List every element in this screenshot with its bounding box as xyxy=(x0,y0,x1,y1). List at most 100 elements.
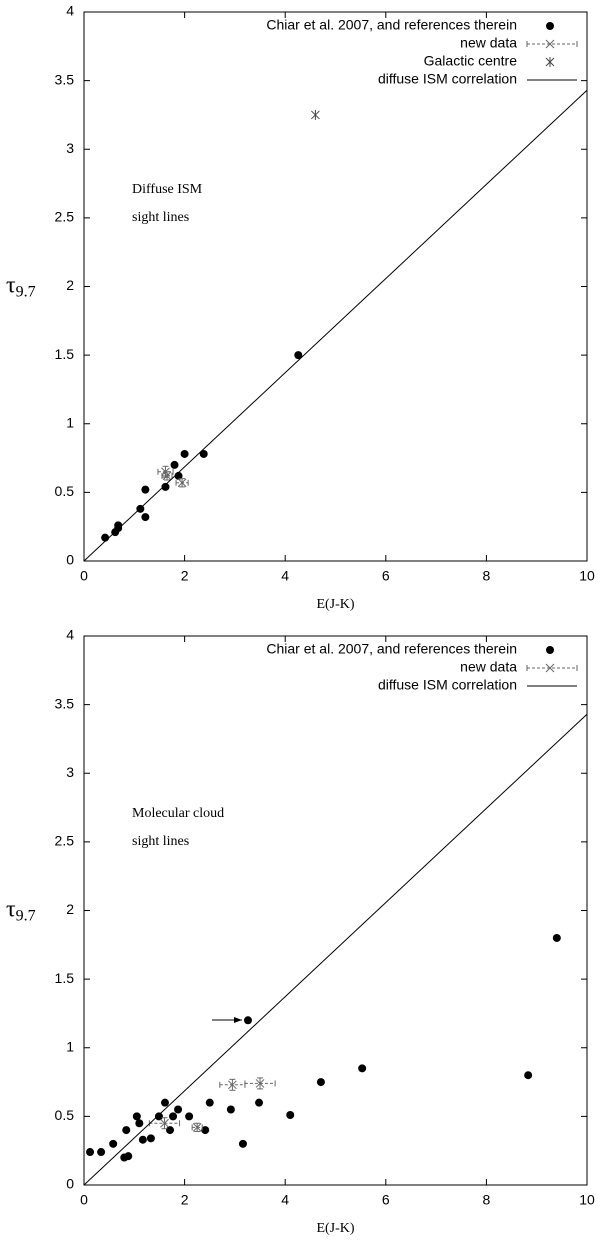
x-tick-label: 6 xyxy=(382,1192,390,1208)
annotation: sight lines xyxy=(132,834,189,849)
dot xyxy=(199,449,208,458)
point xyxy=(166,1126,175,1135)
point xyxy=(132,1112,141,1121)
dot xyxy=(255,1098,264,1107)
legend-label: diffuse ISM correlation xyxy=(378,677,517,693)
dot xyxy=(132,1112,141,1121)
y-tick-label: 1 xyxy=(66,414,74,430)
arrow-head xyxy=(234,1017,242,1023)
point xyxy=(154,1112,163,1121)
y-tick-label: 3 xyxy=(66,764,74,780)
y-tick-label: 2 xyxy=(66,901,74,917)
annotation: sight lines xyxy=(132,210,189,225)
dot xyxy=(166,1126,175,1135)
legend-symbol xyxy=(545,57,555,67)
legend-label: new data xyxy=(460,659,517,675)
stroke xyxy=(545,663,555,673)
dot xyxy=(146,1134,155,1143)
point xyxy=(316,1078,325,1087)
legend-label: Chiar et al. 2007, and references therei… xyxy=(266,17,517,33)
stroke xyxy=(192,1123,202,1132)
dot xyxy=(141,513,150,522)
dot xyxy=(294,351,303,360)
dot xyxy=(154,1112,163,1121)
point xyxy=(161,482,170,491)
y-axis-label: τ9.7 xyxy=(6,272,36,300)
dot xyxy=(97,1148,106,1157)
x-tick-label: 6 xyxy=(382,568,390,584)
point xyxy=(141,485,150,494)
x-tick-label: 2 xyxy=(181,568,189,584)
y-label-subscript: 9.7 xyxy=(16,907,36,924)
legend-label: diffuse ISM correlation xyxy=(378,71,517,87)
y-label-symbol: τ xyxy=(6,896,16,922)
point xyxy=(169,1112,178,1121)
point xyxy=(205,1098,214,1107)
legend-symbol xyxy=(526,663,578,673)
y-tick-label: 2.5 xyxy=(55,209,75,225)
x-axis-label: E(J-K) xyxy=(316,1221,354,1236)
y-tick-label: 0 xyxy=(66,552,74,568)
correlation-line xyxy=(83,713,588,1186)
y-tick-label: 2 xyxy=(66,277,74,293)
point xyxy=(199,449,208,458)
x-tick-label: 8 xyxy=(483,568,491,584)
dot xyxy=(243,1016,252,1025)
dot xyxy=(169,1112,178,1121)
y-tick-label: 3.5 xyxy=(55,71,75,87)
dot xyxy=(286,1111,295,1120)
dot xyxy=(122,1126,131,1135)
point xyxy=(226,1105,235,1114)
point xyxy=(114,521,123,530)
dot xyxy=(524,1071,533,1080)
dot xyxy=(185,1112,194,1121)
y-tick-label: 0.5 xyxy=(55,1107,75,1123)
stroke xyxy=(228,1080,237,1090)
dot xyxy=(552,933,561,942)
legend-label: new data xyxy=(460,35,517,51)
point xyxy=(122,1126,131,1135)
plot-frame xyxy=(83,11,588,562)
x-tick-label: 0 xyxy=(80,1192,88,1208)
point xyxy=(146,1134,155,1143)
point xyxy=(552,933,561,942)
plot-frame xyxy=(83,635,588,1186)
point xyxy=(160,1118,169,1128)
point xyxy=(170,460,179,469)
point xyxy=(162,471,172,481)
point xyxy=(86,1148,95,1157)
point xyxy=(174,1105,183,1114)
point xyxy=(255,1079,265,1088)
point xyxy=(180,449,189,458)
dot xyxy=(180,449,189,458)
y-axis-label: τ9.7 xyxy=(6,896,36,924)
x-axis-label: E(J-K) xyxy=(316,597,354,612)
point xyxy=(135,1119,144,1128)
annotation: Molecular cloud xyxy=(132,806,224,821)
point xyxy=(524,1071,533,1080)
stroke xyxy=(162,471,172,481)
x-tick-label: 2 xyxy=(181,1192,189,1208)
point xyxy=(138,1135,147,1144)
dot xyxy=(226,1105,235,1114)
dot xyxy=(174,1105,183,1114)
point xyxy=(141,513,150,522)
y-label-subscript: 9.7 xyxy=(16,283,36,300)
y-tick-label: 3.5 xyxy=(55,695,75,711)
dot xyxy=(238,1139,247,1148)
point xyxy=(201,1126,210,1135)
stroke xyxy=(255,1079,265,1088)
point xyxy=(238,1139,247,1148)
y-tick-label: 1.5 xyxy=(55,346,75,362)
legend-symbol xyxy=(546,646,554,654)
dot xyxy=(170,460,179,469)
point xyxy=(160,1098,169,1107)
dot xyxy=(109,1139,118,1148)
point xyxy=(286,1111,295,1120)
stroke xyxy=(160,1118,169,1128)
point xyxy=(97,1148,106,1157)
dot xyxy=(135,1119,144,1128)
stroke xyxy=(545,39,555,49)
correlation-line xyxy=(83,89,588,562)
